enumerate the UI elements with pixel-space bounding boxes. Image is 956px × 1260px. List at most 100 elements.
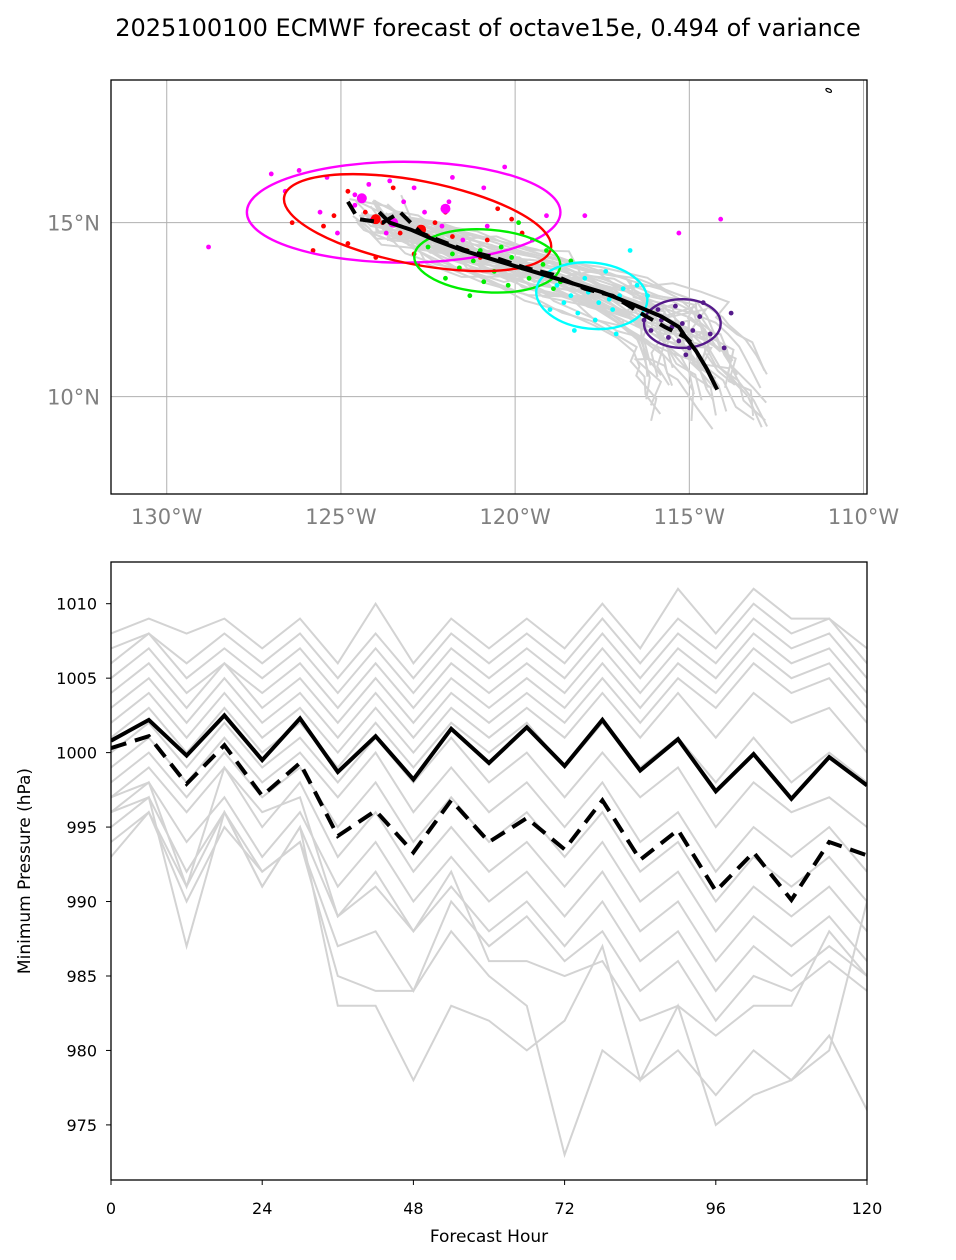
y-axis-label: Minimum Pressure (hPa) bbox=[15, 768, 35, 974]
member-position-dot bbox=[387, 178, 393, 184]
member-position-dot bbox=[268, 171, 274, 177]
member-position-dot bbox=[676, 230, 682, 236]
member-position-dot bbox=[672, 303, 678, 309]
pressure-member-line bbox=[111, 632, 867, 710]
member-position-dot bbox=[571, 328, 577, 333]
member-position-dot bbox=[289, 220, 295, 226]
x-axis-label: Forecast Hour bbox=[430, 1227, 548, 1247]
member-position-dot bbox=[446, 199, 452, 205]
member-position-dot bbox=[592, 317, 598, 323]
uncertainty-ellipses bbox=[245, 160, 722, 350]
map-lat-tick-label: 10°N bbox=[47, 386, 100, 410]
y-tick-label: 1005 bbox=[56, 669, 97, 688]
member-position-dot bbox=[561, 300, 567, 306]
pressure-tick-labels: 0 24 48 72 96 120 975 980 985 990 995 1000 1005 1010 bbox=[56, 595, 882, 1218]
x-tick-label: 24 bbox=[252, 1199, 272, 1218]
member-position-dot bbox=[456, 265, 462, 271]
member-position-dot bbox=[425, 244, 431, 250]
y-tick-label: 1000 bbox=[56, 744, 97, 763]
pressure-member-line bbox=[111, 765, 867, 1037]
member-track bbox=[389, 207, 762, 389]
member-position-dot bbox=[718, 216, 724, 222]
x-tick-label: 0 bbox=[106, 1199, 116, 1218]
member-position-dot bbox=[345, 188, 351, 194]
pressure-panel: 0 24 48 72 96 120975980985990995100010051010 … bbox=[15, 561, 882, 1247]
member-position-dot bbox=[383, 230, 389, 236]
member-position-dot bbox=[460, 237, 466, 243]
member-track bbox=[356, 199, 707, 372]
member-position-dot bbox=[366, 181, 372, 187]
island-outline bbox=[825, 87, 833, 93]
member-position-dot bbox=[551, 286, 556, 292]
member-position-dot bbox=[683, 352, 689, 358]
member-position-dot bbox=[296, 168, 302, 173]
x-tick-label: 120 bbox=[852, 1199, 883, 1218]
control-pressure-line bbox=[111, 733, 867, 904]
member-position-dot bbox=[603, 268, 609, 274]
member-position-dot bbox=[206, 244, 211, 250]
member-position-dot bbox=[450, 175, 455, 180]
member-position-dot bbox=[575, 310, 581, 316]
y-tick-label: 980 bbox=[66, 1041, 97, 1060]
member-position-dot bbox=[362, 209, 368, 215]
member-position-dot bbox=[481, 185, 487, 191]
member-position-dot bbox=[481, 279, 487, 285]
member-position-dot bbox=[526, 275, 532, 281]
member-position-dot bbox=[439, 223, 445, 229]
member-position-dot bbox=[554, 282, 560, 288]
map-grid bbox=[111, 80, 867, 494]
member-position-dot bbox=[655, 307, 661, 313]
map-lon-tick-label: 125°W bbox=[305, 505, 377, 529]
y-tick-label: 975 bbox=[66, 1116, 97, 1135]
member-position-dot bbox=[516, 220, 522, 226]
member-position-dot bbox=[450, 234, 455, 239]
map-lon-tick-label: 120°W bbox=[479, 505, 551, 529]
x-tick-label: 48 bbox=[403, 1199, 423, 1218]
member-position-dot bbox=[582, 213, 588, 219]
pressure-member-line bbox=[111, 587, 867, 665]
x-tick-label: 96 bbox=[706, 1199, 726, 1218]
member-position-dot bbox=[606, 296, 612, 302]
y-tick-label: 1010 bbox=[56, 595, 97, 614]
member-position-dot bbox=[495, 206, 501, 212]
member-position-dot bbox=[352, 192, 358, 198]
mean-and-control-tracks bbox=[346, 200, 719, 391]
y-tick-label: 985 bbox=[66, 967, 97, 986]
member-position-dot bbox=[547, 307, 553, 313]
member-position-dot bbox=[679, 321, 685, 326]
member-position-dot bbox=[450, 251, 455, 257]
mean-position-marker bbox=[440, 203, 451, 214]
member-position-dot bbox=[335, 230, 340, 236]
pressure-member-line bbox=[111, 691, 867, 755]
control-track bbox=[346, 200, 695, 346]
member-position-dot bbox=[331, 213, 337, 219]
member-position-dot bbox=[498, 244, 504, 250]
member-position-dot bbox=[310, 248, 316, 253]
member-position-dot bbox=[544, 248, 549, 253]
member-track bbox=[363, 222, 663, 406]
pressure-member-line bbox=[111, 765, 867, 933]
member-position-dot bbox=[484, 237, 490, 243]
pressure-member-line bbox=[111, 706, 867, 784]
pressure-member-line bbox=[111, 780, 867, 963]
member-position-dot bbox=[470, 258, 476, 264]
member-position-dot bbox=[467, 293, 473, 299]
pressure-member-line bbox=[111, 602, 867, 680]
member-position-dot bbox=[613, 331, 619, 337]
member-position-dot bbox=[690, 328, 696, 333]
member-position-dot bbox=[390, 185, 396, 191]
pressure-member-line bbox=[111, 661, 867, 740]
x-tick-label: 72 bbox=[554, 1199, 574, 1218]
member-position-dot bbox=[627, 248, 633, 253]
uncertainty-ellipse bbox=[642, 297, 722, 350]
member-position-dot bbox=[610, 307, 616, 313]
member-position-dot bbox=[596, 300, 602, 306]
member-position-dot bbox=[648, 328, 654, 333]
uncertainty-ellipse bbox=[535, 261, 649, 331]
map-frame bbox=[110, 79, 868, 495]
pressure-member-line bbox=[111, 736, 867, 874]
ensemble-mean-track bbox=[377, 210, 719, 391]
pressure-member-line bbox=[111, 810, 867, 1159]
member-position-dot bbox=[352, 202, 358, 208]
